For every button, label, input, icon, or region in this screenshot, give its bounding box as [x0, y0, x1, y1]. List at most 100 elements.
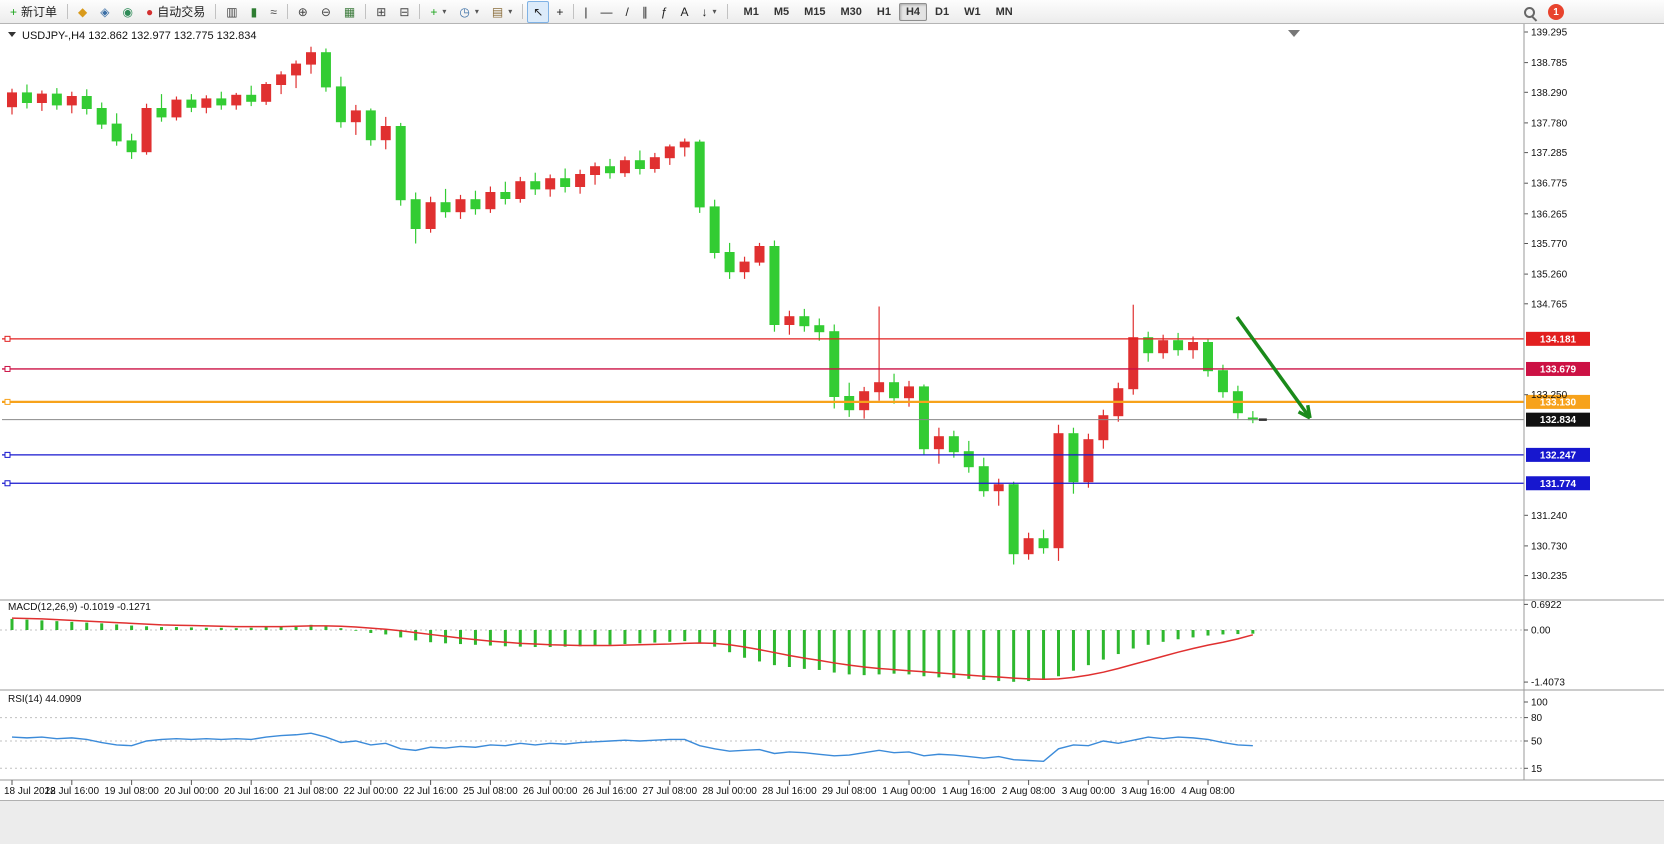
price-badge-label: 131.774 — [1540, 479, 1577, 490]
chart-shift-marker[interactable] — [1288, 30, 1300, 37]
chart-plot-area[interactable] — [0, 24, 1524, 600]
candle-body — [619, 160, 630, 174]
price-tick-label: 138.785 — [1531, 58, 1568, 69]
candle-body — [171, 99, 182, 118]
macd-tick-label: -1.4073 — [1531, 678, 1565, 689]
toolbar-separator — [365, 4, 367, 19]
price-axis[interactable]: 139.295 138.785 138.290 137.780 137.285 136.7… — [1524, 28, 1568, 583]
data-window-icon[interactable]: ◈ — [94, 1, 115, 23]
candle-body — [350, 110, 361, 123]
candle-body — [590, 166, 601, 175]
line-handle[interactable] — [4, 335, 11, 342]
time-label: 19 Jul 08:00 — [104, 786, 159, 797]
time-label: 25 Jul 08:00 — [463, 786, 518, 797]
timeframe-w1[interactable]: W1 — [964, 5, 981, 18]
bar-chart-icon[interactable]: ▥ — [220, 1, 243, 23]
line-handle[interactable] — [4, 365, 11, 372]
add-indicator-icon[interactable]: + ▾ — [424, 1, 452, 23]
candlestick-chart-icon-glyph: ▮ — [250, 4, 258, 19]
trendline-icon[interactable]: / — [619, 1, 634, 23]
candlestick-chart-icon[interactable]: ▮ — [245, 1, 264, 23]
timeframe-m30[interactable]: M30 — [840, 5, 862, 18]
candle-body — [246, 94, 257, 102]
candle-body — [126, 140, 137, 153]
candle-body — [1023, 538, 1034, 555]
crosshair-icon-glyph: + — [556, 4, 564, 19]
candles — [7, 46, 1258, 565]
candle-body — [724, 252, 735, 273]
zoom-in-icon[interactable]: ⊕ — [292, 1, 314, 23]
rsi-tick-label: 80 — [1531, 713, 1543, 724]
grid-icon[interactable]: ▦ — [338, 1, 361, 23]
time-label: 21 Jul 08:00 — [284, 786, 339, 797]
candle-body — [1038, 538, 1049, 549]
line-handle[interactable] — [4, 480, 11, 487]
notification-badge[interactable]: 1 — [1548, 4, 1564, 20]
rsi-tick-label: 100 — [1531, 698, 1548, 709]
crosshair-icon[interactable]: + — [550, 1, 569, 23]
time-label: 26 Jul 00:00 — [523, 786, 578, 797]
toolbar-separator — [215, 4, 217, 19]
candle-body — [649, 157, 660, 169]
candle-body — [859, 391, 870, 411]
arrows-icon[interactable]: ↓ ▾ — [696, 1, 723, 23]
search-icon[interactable] — [1522, 4, 1538, 22]
data-window-icon-glyph: ◈ — [100, 4, 110, 19]
annotation-arrow[interactable] — [1235, 315, 1312, 420]
horizontal-line-icon[interactable]: — — [594, 1, 618, 23]
line-handle[interactable] — [4, 398, 11, 405]
candle-body — [1158, 340, 1169, 354]
price-badge: 134.181 — [1526, 331, 1590, 346]
horizontal-line-icon-glyph: — — [600, 4, 613, 19]
vertical-line-icon[interactable]: | — [578, 1, 593, 23]
candle-body — [605, 166, 615, 174]
line-handle[interactable] — [4, 451, 11, 458]
autotrade-button-label: 自动交易 — [157, 5, 206, 19]
tile-windows-icon[interactable]: ⊞ — [370, 1, 392, 23]
timeframe-h4[interactable]: H4 — [898, 2, 928, 21]
period-clock-icon[interactable]: ◷ ▾ — [453, 1, 485, 23]
channel-icon[interactable]: ∥ — [636, 1, 654, 23]
zoom-out-icon[interactable]: ⊖ — [315, 1, 337, 23]
candle-body — [201, 98, 212, 108]
time-label: 22 Jul 16:00 — [403, 786, 458, 797]
candle-body — [335, 86, 346, 123]
cursor-icon[interactable]: ↖ — [527, 0, 550, 23]
candle-body — [96, 108, 107, 125]
time-label: 27 Jul 08:00 — [643, 786, 698, 797]
text-icon[interactable]: A — [675, 1, 695, 23]
candle-body — [1128, 337, 1139, 390]
timeframe-mn[interactable]: MN — [995, 5, 1013, 18]
timeframe-m5[interactable]: M5 — [773, 5, 790, 18]
candle-body — [515, 181, 526, 199]
market-watch-icon[interactable]: ◆ — [72, 1, 93, 23]
macd-signal-line — [11, 617, 1254, 680]
timeframe-m15[interactable]: M15 — [804, 5, 826, 18]
line-chart-icon-glyph: ≈ — [270, 4, 277, 19]
one-click-trading-toggle[interactable] — [8, 32, 16, 37]
candle-body — [874, 382, 885, 393]
rsi-label: RSI(14) 44.0909 — [8, 694, 82, 705]
timeframe-d1[interactable]: D1 — [935, 5, 950, 18]
candle-body — [933, 436, 944, 450]
timeframe-h1[interactable]: H1 — [876, 5, 891, 18]
zoom-in-icon-glyph: ⊕ — [297, 4, 308, 19]
new-order-button-label: 新订单 — [21, 5, 58, 19]
candle-body — [814, 325, 825, 333]
rsi-line — [11, 732, 1253, 762]
candle-body — [186, 99, 197, 108]
templates-icon[interactable]: ▤ ▾ — [486, 1, 518, 23]
candle-body — [694, 141, 705, 208]
fibonacci-icon[interactable]: ƒ — [655, 1, 674, 23]
templates-icon-glyph: ▤ — [491, 4, 504, 19]
cascade-windows-icon[interactable]: ⊟ — [393, 1, 415, 23]
text-icon-glyph: A — [680, 4, 689, 19]
toolbar-separator — [726, 4, 728, 19]
navigator-icon[interactable]: ◉ — [117, 1, 139, 23]
timeframe-m1[interactable]: M1 — [743, 5, 759, 18]
candle-body — [1053, 433, 1064, 549]
autotrade-button[interactable]: ● 自动交易 — [140, 1, 211, 23]
new-order-button[interactable]: + 新订单 — [4, 1, 63, 23]
line-chart-icon[interactable]: ≈ — [264, 1, 283, 23]
